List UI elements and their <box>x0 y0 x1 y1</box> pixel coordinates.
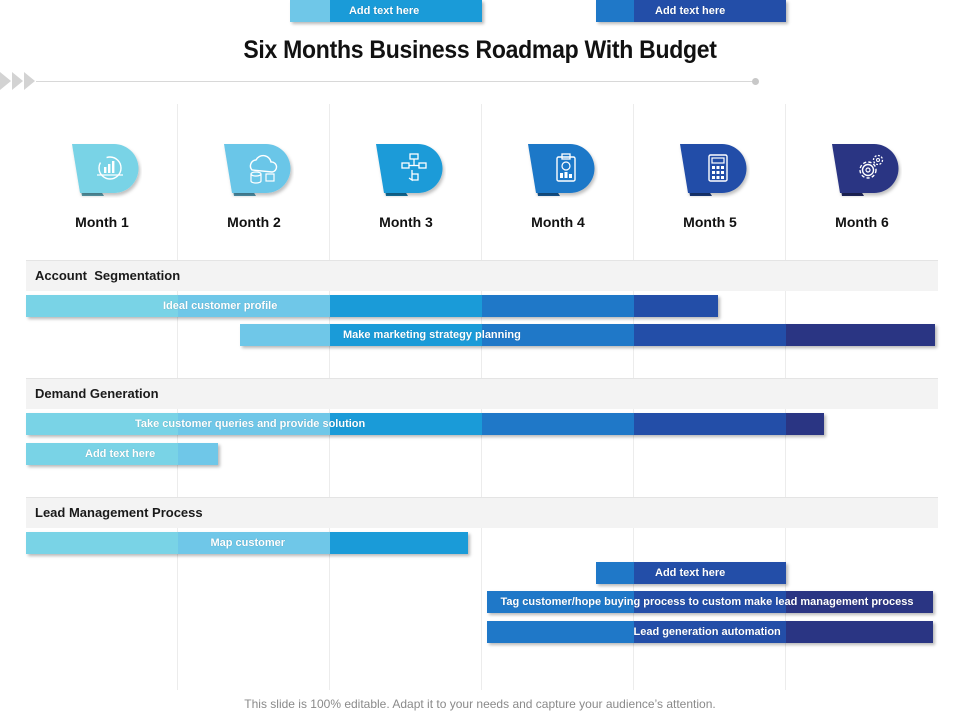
footer-note: This slide is 100% editable. Adapt it to… <box>244 697 716 711</box>
flowchart-touch-icon <box>374 142 446 196</box>
section-title: Lead Management Process <box>35 505 203 520</box>
section-title: Demand Generation <box>35 386 159 401</box>
slide-title: Six Months Business Roadmap With Budget <box>243 36 717 64</box>
task-bar-month-segment <box>596 0 634 22</box>
task-bar-month-segment <box>785 591 934 613</box>
task-bar[interactable]: Ideal customer profile <box>26 295 718 317</box>
task-bar-label: Add text here <box>85 448 156 460</box>
task-bar-month-segment <box>26 413 178 435</box>
task-bar[interactable]: Make marketing strategy planning <box>240 324 935 346</box>
month-label: Month 4 <box>531 214 585 230</box>
task-bar-month-segment <box>785 324 935 346</box>
month-label: Month 5 <box>683 214 737 230</box>
task-bar[interactable]: Lead generation automation <box>486 621 934 643</box>
task-bar-label: Map customer <box>210 537 286 549</box>
task-bar-month-segment <box>596 562 634 584</box>
section-header: Account Segmentation <box>26 260 938 291</box>
task-bar-month-segment <box>634 0 786 22</box>
task-bar-month-segment <box>26 443 178 465</box>
task-bar-month-segment <box>486 621 634 643</box>
month-label: Month 6 <box>835 214 889 230</box>
task-bar-month-segment <box>26 532 178 554</box>
task-bar-month-segment <box>634 413 786 435</box>
cloud-database-icon <box>222 142 294 196</box>
task-bar-month-segment <box>634 562 786 584</box>
analytics-chart-icon <box>70 142 142 196</box>
task-bar-month-segment <box>634 295 718 317</box>
task-bar-month-segment <box>482 413 634 435</box>
task-bar-month-segment <box>330 295 482 317</box>
task-bar-label: Add text here <box>348 5 420 17</box>
month-label: Month 1 <box>75 214 129 230</box>
title-divider <box>36 81 756 82</box>
month-label: Month 2 <box>227 214 281 230</box>
calculator-icon <box>678 142 750 196</box>
chevron-right-icon <box>0 72 11 90</box>
task-bar-month-segment <box>330 532 469 554</box>
task-bar-month-segment <box>633 591 786 613</box>
task-bar[interactable]: Add text here <box>596 562 786 584</box>
task-bar-month-segment <box>290 0 330 22</box>
task-bar-label: Add text here <box>655 5 726 17</box>
task-bar-month-segment <box>481 324 634 346</box>
section-header: Lead Management Process <box>26 497 938 528</box>
task-bar-month-segment <box>26 295 178 317</box>
section-title: Account Segmentation <box>35 268 181 283</box>
task-bar-label: Lead generation automation <box>633 626 781 638</box>
task-bar[interactable]: Map customer <box>26 532 469 554</box>
task-bar[interactable]: Add text here <box>26 443 218 465</box>
task-bar-label: Take customer queries and provide soluti… <box>135 418 366 430</box>
clipboard-chart-icon <box>526 142 598 196</box>
gear-icon <box>830 142 902 196</box>
title-divider-dot <box>752 78 759 85</box>
task-bar-month-segment <box>785 621 934 643</box>
task-bar[interactable]: Take customer queries and provide soluti… <box>26 413 824 435</box>
task-bar-month-segment <box>633 324 786 346</box>
task-bar-month-segment <box>178 532 330 554</box>
task-bar[interactable]: Tag customer/hope buying process to cust… <box>486 591 934 613</box>
task-bar-month-segment <box>482 295 634 317</box>
task-bar-label: Add text here <box>655 567 726 579</box>
task-bar-month-segment <box>633 621 786 643</box>
task-bar-label: Tag customer/hope buying process to cust… <box>500 596 914 608</box>
task-bar[interactable]: Add text here <box>290 0 482 22</box>
task-bar[interactable]: Add text here <box>596 0 786 22</box>
task-bar-month-segment <box>178 295 330 317</box>
task-bar-month-segment <box>240 324 330 346</box>
task-bar-label: Ideal customer profile <box>163 300 278 312</box>
task-bar-month-segment <box>329 324 482 346</box>
task-bar-month-segment <box>178 443 218 465</box>
chevron-right-icon <box>24 72 35 90</box>
task-bar-month-segment <box>178 413 330 435</box>
section-header: Demand Generation <box>26 378 938 409</box>
task-bar-month-segment <box>786 413 824 435</box>
task-bar-label: Make marketing strategy planning <box>342 329 521 341</box>
task-bar-month-segment <box>486 591 634 613</box>
chevron-right-icon <box>12 72 23 90</box>
month-label: Month 3 <box>379 214 433 230</box>
task-bar-month-segment <box>329 0 482 22</box>
task-bar-month-segment <box>330 413 482 435</box>
